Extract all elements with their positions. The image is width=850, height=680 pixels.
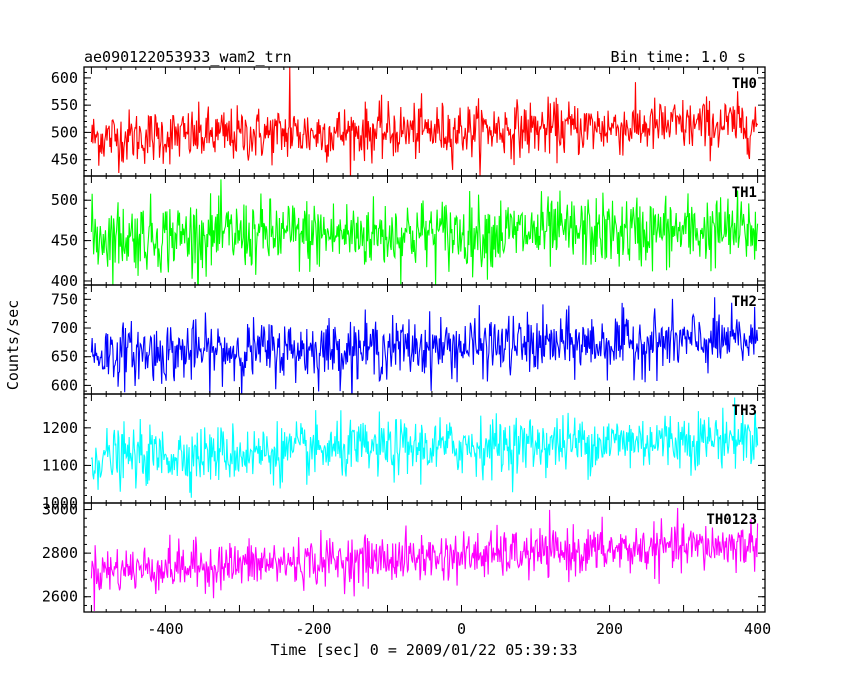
y-tick-label: 1100 (42, 456, 78, 474)
bin-time-label: Bin time: 1.0 s (611, 48, 746, 66)
series-th1 (90, 179, 759, 285)
panels: 450 500 550 600 TH0 400 450 500 TH1 600 650 700 750 T… (42, 66, 766, 613)
panel-frame (83, 502, 766, 613)
y-tick-label: 650 (51, 348, 78, 366)
x-axis: -400 -200 0 200 400 (147, 620, 771, 638)
x-tick-label: 0 (457, 620, 466, 638)
chart-title: ae090122053933_wam2_trn (84, 48, 292, 66)
y-tick-label: 550 (51, 96, 78, 114)
panel-label-th0: TH0 (732, 76, 757, 92)
y-tick-label: 700 (51, 319, 78, 337)
panel-label-th3: TH3 (732, 403, 757, 419)
y-tick-label: 400 (51, 272, 78, 290)
panel-th0123: 2600 2800 3000 TH0123 (42, 501, 766, 613)
y-tick-label: 500 (51, 123, 78, 141)
y-tick-label: 450 (51, 151, 78, 169)
y-tick-label: 2800 (42, 544, 78, 562)
panel-th2: 600 650 700 750 TH2 (51, 284, 766, 395)
y-tick-label: 3000 (42, 501, 78, 519)
y-tick-label: 600 (51, 376, 78, 394)
y-tick-label: 1000 (42, 494, 78, 512)
y-tick-label: 500 (51, 191, 78, 209)
panel-th1: 400 450 500 TH1 (51, 175, 766, 290)
series-th2 (90, 297, 759, 394)
x-tick-label: 400 (744, 620, 771, 638)
x-tick-label: -200 (295, 620, 331, 638)
y-axis-label: Counts/sec (4, 300, 22, 390)
series-th3 (90, 397, 759, 498)
y-tick-label: 600 (51, 69, 78, 87)
series-th0 (90, 67, 759, 176)
y-tick-label: 1200 (42, 419, 78, 437)
series-th0123 (90, 507, 759, 612)
x-axis-label: Time [sec] 0 = 2009/01/22 05:39:33 (270, 641, 577, 659)
y-tick-label: 750 (51, 290, 78, 308)
y-tick-label: 450 (51, 232, 78, 250)
panel-label-th1: TH1 (732, 185, 757, 201)
x-tick-label: 200 (596, 620, 623, 638)
y-tick-label: 2600 (42, 588, 78, 606)
x-tick-label: -400 (147, 620, 183, 638)
panel-label-th2: TH2 (732, 294, 757, 310)
panel-label-th0123: TH0123 (706, 512, 757, 528)
panel-th3: 1000 1100 1200 TH3 (42, 393, 766, 512)
panel-th0: 450 500 550 600 TH0 (51, 66, 766, 177)
